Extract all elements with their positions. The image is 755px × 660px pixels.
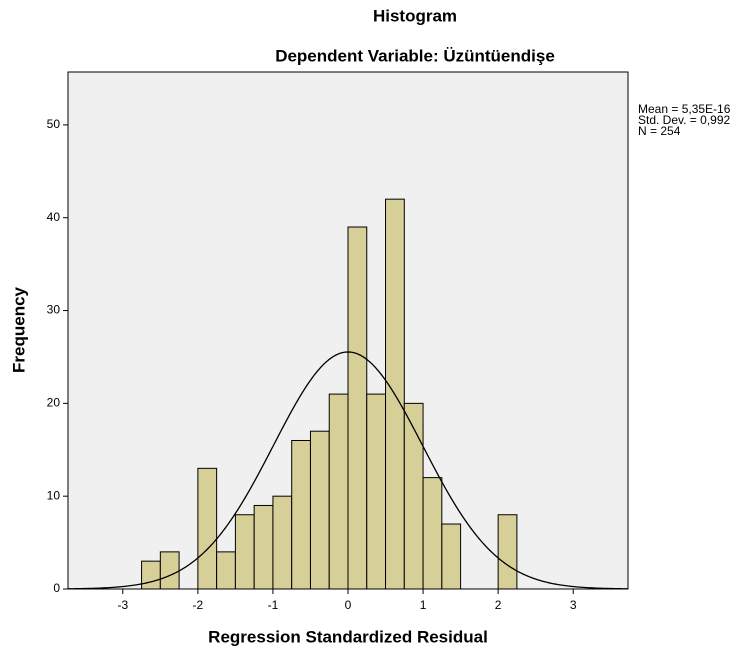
bar [309,430,330,590]
bar [403,402,424,590]
chart-subtitle: Dependent Variable: Üzüntüendişe [275,46,555,65]
y-axis-title: Frequency [9,286,28,373]
y-tick-label: 50 [47,117,61,131]
chart-title: Histogram [373,6,457,25]
x-tick-label: 2 [495,598,502,612]
bar [497,514,518,590]
bar [197,467,218,590]
bar [216,551,236,590]
bar [272,495,293,590]
bar [253,504,274,590]
bar [141,560,161,590]
stat-label: Std. Dev. = 0,992 [638,113,730,127]
normal-curve [67,351,629,590]
x-tick-label: -1 [268,598,279,612]
bar [234,514,255,590]
bar [347,226,368,590]
x-tick-label: 3 [570,598,577,612]
x-tick-label: 0 [345,598,352,612]
y-tick-label: 20 [47,396,61,410]
x-tick-label: -2 [193,598,204,612]
bar [291,439,311,590]
stat-label: N = 254 [638,124,681,138]
y-tick-label: 40 [47,210,61,224]
bar [422,477,443,590]
x-axis-title: Regression Standardized Residual [208,627,488,646]
bar [328,393,349,590]
bar [366,393,387,590]
y-tick-label: 0 [53,581,60,595]
x-tick-label: 1 [420,598,427,612]
bar [441,523,462,590]
x-tick-label: -3 [117,598,128,612]
stat-label: Mean = 5,35E-16 [638,102,731,116]
marks [67,198,629,590]
y-tick-label: 10 [47,488,61,502]
bar [159,551,180,590]
y-tick-label: 30 [47,303,61,317]
